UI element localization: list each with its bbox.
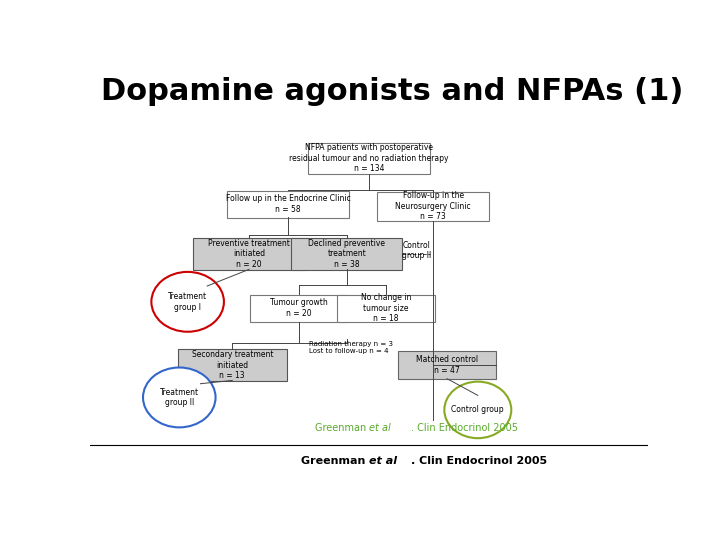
Text: Tumour growth
n = 20: Tumour growth n = 20 [271,298,328,318]
Text: Treatment
group I: Treatment group I [168,292,207,312]
Text: Preventive treatment
initiated
n = 20: Preventive treatment initiated n = 20 [208,239,290,269]
Text: Secondary treatment
initiated
n = 13: Secondary treatment initiated n = 13 [192,350,273,380]
Text: Greenman: Greenman [315,423,369,433]
Ellipse shape [143,368,215,427]
FancyBboxPatch shape [377,192,489,221]
Ellipse shape [444,382,511,438]
FancyBboxPatch shape [307,143,431,174]
FancyBboxPatch shape [227,191,349,218]
Text: Matched control
n = 47: Matched control n = 47 [416,355,478,375]
Text: Declined preventive
treatment
n = 38: Declined preventive treatment n = 38 [308,239,385,269]
FancyBboxPatch shape [178,349,287,381]
Text: No change in
tumour size
n = 18: No change in tumour size n = 18 [361,293,411,323]
Text: Radiation therapy n = 3
Lost to follow-up n = 4: Radiation therapy n = 3 Lost to follow-u… [310,341,393,354]
Text: Dopamine agonists and NFPAs (1): Dopamine agonists and NFPAs (1) [101,77,683,106]
Text: Follow up in the Endocrine Clinic
n = 58: Follow up in the Endocrine Clinic n = 58 [225,194,351,214]
Text: et al: et al [369,456,397,466]
FancyBboxPatch shape [251,294,348,321]
Text: Treatment
group II: Treatment group II [160,388,199,407]
Text: Control
group II: Control group II [402,241,432,260]
Text: Greenman: Greenman [301,456,369,466]
Ellipse shape [151,272,224,332]
FancyBboxPatch shape [193,238,305,269]
FancyBboxPatch shape [337,294,435,321]
FancyBboxPatch shape [398,352,496,379]
Text: et al: et al [369,423,391,433]
Text: . Clin Endocrinol 2005: . Clin Endocrinol 2005 [411,423,518,433]
Text: NFPA patients with postoperative
residual tumour and no radiation therapy
n = 13: NFPA patients with postoperative residua… [289,144,449,173]
Text: Control group: Control group [451,406,504,414]
Text: Follow-up in the
Neurosurgery Clinic
n = 73: Follow-up in the Neurosurgery Clinic n =… [395,191,471,221]
FancyBboxPatch shape [291,238,402,269]
Text: . Clin Endocrinol 2005: . Clin Endocrinol 2005 [411,456,547,466]
